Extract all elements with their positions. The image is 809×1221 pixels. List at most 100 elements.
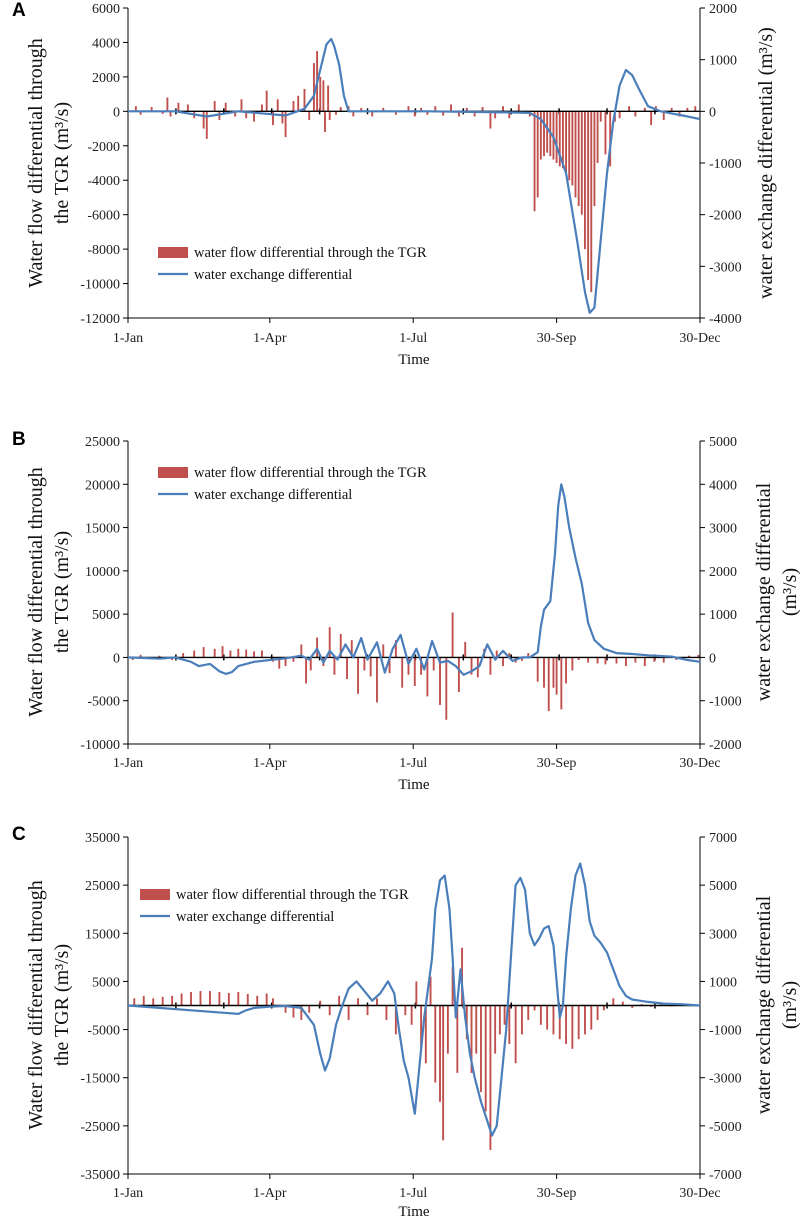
bar bbox=[596, 657, 599, 664]
panel-label: C bbox=[12, 824, 26, 845]
right-tick-label: -2000 bbox=[709, 209, 742, 224]
x-tick-label: 30-Dec bbox=[679, 331, 720, 346]
bar bbox=[322, 80, 325, 112]
bar bbox=[133, 998, 136, 1006]
bar bbox=[546, 111, 549, 153]
bar bbox=[640, 1004, 643, 1006]
bar bbox=[363, 657, 366, 671]
bar bbox=[327, 85, 330, 112]
bar bbox=[256, 995, 259, 1006]
bar bbox=[686, 107, 689, 112]
bar bbox=[415, 981, 418, 1006]
bar bbox=[150, 107, 153, 112]
bar bbox=[284, 1005, 287, 1013]
bar bbox=[382, 644, 385, 658]
bar bbox=[561, 111, 564, 169]
bar bbox=[484, 1005, 487, 1112]
right-y-axis-title: water exchange differential bbox=[753, 895, 775, 1114]
legend-bar-label: water flow differential through the TGR bbox=[194, 465, 427, 481]
bar bbox=[697, 654, 700, 658]
bar bbox=[177, 102, 180, 112]
bar bbox=[420, 1005, 423, 1049]
bar bbox=[376, 998, 378, 1006]
bar bbox=[276, 99, 279, 112]
bar bbox=[489, 657, 492, 675]
left-y-axis-title: the TGR (m³/s) bbox=[51, 102, 73, 224]
bar bbox=[284, 111, 287, 138]
bar bbox=[615, 657, 618, 664]
bar bbox=[339, 107, 342, 112]
bar bbox=[552, 1005, 555, 1035]
right-tick-label: -1000 bbox=[709, 157, 742, 172]
bar bbox=[565, 111, 568, 174]
legend-bar-swatch bbox=[158, 467, 188, 478]
bar bbox=[587, 111, 590, 281]
left-tick-label: 20000 bbox=[85, 478, 120, 493]
x-tick-label: 1-Apr bbox=[253, 331, 287, 346]
bar bbox=[346, 657, 348, 680]
bar bbox=[571, 111, 574, 186]
left-tick-label: 5000 bbox=[92, 975, 120, 990]
x-tick-label: 1-Jan bbox=[113, 756, 143, 771]
bar bbox=[650, 111, 653, 126]
left-tick-label: 35000 bbox=[85, 831, 120, 846]
bar bbox=[376, 657, 378, 703]
left-tick-label: -12000 bbox=[80, 312, 120, 327]
bar bbox=[407, 106, 410, 112]
right-tick-label: 7000 bbox=[709, 831, 737, 846]
bar bbox=[180, 993, 183, 1006]
left-y-axis-title: Water flow differential through bbox=[25, 38, 47, 288]
bar bbox=[624, 657, 627, 667]
bar bbox=[420, 657, 423, 675]
bar bbox=[596, 1005, 599, 1020]
bar bbox=[555, 657, 558, 695]
bar bbox=[319, 1000, 322, 1006]
bar bbox=[237, 992, 240, 1006]
bar bbox=[653, 657, 656, 662]
bar bbox=[604, 111, 607, 155]
bar bbox=[434, 106, 437, 112]
bar bbox=[260, 650, 263, 658]
right-tick-label: -2000 bbox=[709, 738, 742, 753]
bar bbox=[388, 657, 391, 674]
bar bbox=[489, 1005, 492, 1150]
bar bbox=[670, 107, 673, 112]
x-axis-title: Time bbox=[398, 777, 429, 793]
bar bbox=[407, 657, 410, 675]
bar bbox=[158, 655, 161, 658]
bar bbox=[246, 993, 249, 1006]
bar bbox=[560, 657, 563, 710]
right-tick-label: -5000 bbox=[709, 1120, 742, 1135]
right-tick-label: 0 bbox=[709, 651, 716, 666]
bar bbox=[229, 650, 232, 658]
bar bbox=[202, 111, 205, 129]
bar bbox=[434, 1005, 437, 1083]
bar bbox=[475, 1005, 478, 1054]
bar bbox=[439, 657, 441, 706]
bar bbox=[202, 647, 205, 658]
bar bbox=[300, 644, 303, 658]
x-axis-title: Time bbox=[398, 1204, 429, 1220]
legend-bar-label: water flow differential through the TGR bbox=[194, 245, 427, 261]
bar bbox=[309, 657, 312, 671]
bar bbox=[498, 1005, 501, 1035]
x-tick-label: 1-Jan bbox=[113, 1186, 143, 1201]
bar bbox=[450, 104, 452, 112]
bar bbox=[339, 634, 342, 658]
left-y-axis-title: Water flow differential through bbox=[25, 880, 47, 1130]
bar bbox=[253, 111, 256, 122]
bar bbox=[457, 111, 460, 117]
legend-bar-label: water flow differential through the TGR bbox=[176, 887, 409, 903]
right-tick-label: -1000 bbox=[709, 1024, 742, 1039]
bar bbox=[599, 111, 602, 122]
right-tick-label: -4000 bbox=[709, 312, 742, 327]
bar bbox=[596, 111, 599, 163]
bar bbox=[473, 111, 476, 117]
bar bbox=[643, 107, 646, 112]
left-tick-label: 25000 bbox=[85, 435, 120, 450]
bar bbox=[662, 657, 665, 663]
right-y-axis-title: (m³/s) bbox=[779, 568, 801, 616]
legend-bar-swatch bbox=[140, 889, 170, 900]
bar bbox=[333, 657, 336, 675]
bar bbox=[213, 648, 216, 658]
